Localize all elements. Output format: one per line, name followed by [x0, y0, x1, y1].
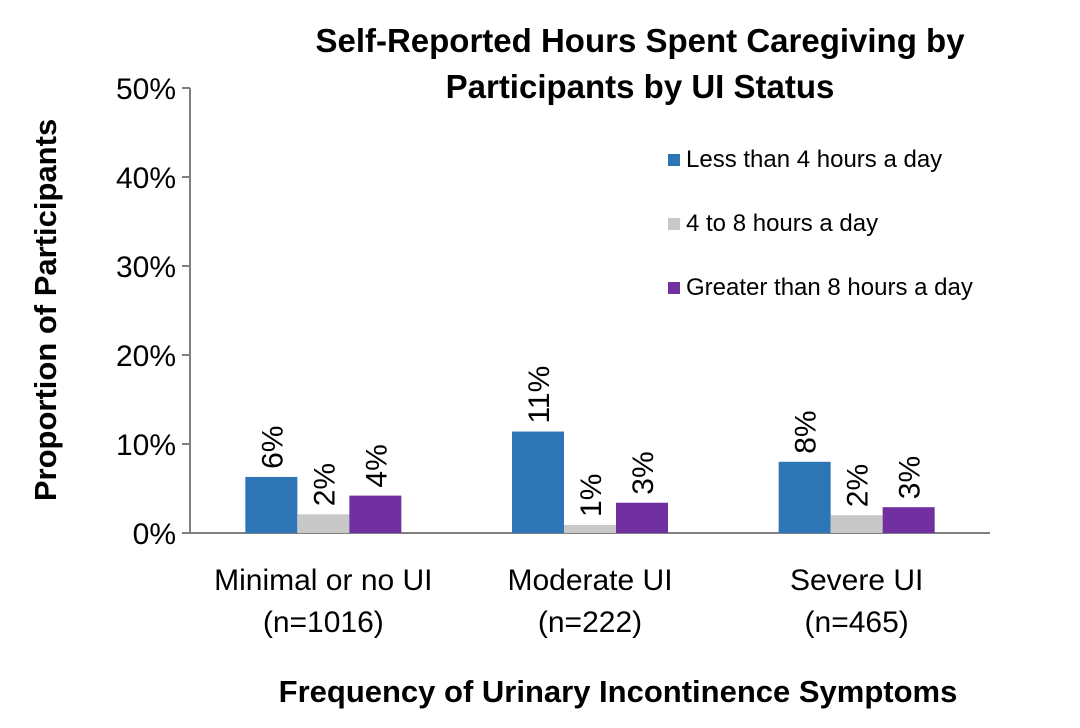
bars: [245, 431, 935, 533]
bar: [778, 461, 831, 533]
x-category-label: (n=465): [805, 606, 909, 639]
legend-label: 4 to 8 hours a day: [686, 210, 878, 237]
bar: [564, 524, 616, 533]
y-axis: 0% 10% 20% 30% 40% 50%: [116, 73, 191, 551]
bar: [297, 514, 350, 533]
data-label: 2%: [842, 464, 875, 507]
bar: [512, 431, 564, 533]
x-axis-title: Frequency of Urinary Incontinence Sympto…: [279, 674, 958, 709]
x-category-label: (n=222): [538, 606, 642, 639]
bar: [349, 495, 402, 533]
legend-swatch: [668, 282, 680, 294]
x-category-label: Severe UI: [790, 564, 923, 597]
y-tick-label: 40%: [116, 162, 176, 195]
legend-swatch: [668, 154, 680, 166]
legend-label: Greater than 8 hours a day: [686, 274, 973, 301]
data-label: 6%: [256, 426, 289, 469]
data-label: 3%: [627, 451, 660, 494]
legend-label: Less than 4 hours a day: [686, 146, 942, 173]
y-tick-label: 20%: [116, 340, 176, 373]
y-axis-title: Proportion of Participants: [28, 119, 63, 501]
y-tick-label: 50%: [116, 73, 176, 106]
bar: [882, 507, 935, 533]
bar: [616, 502, 668, 533]
bar: [245, 476, 298, 533]
data-label: 4%: [360, 444, 393, 487]
data-label: 11%: [523, 366, 556, 424]
y-tick-label: 10%: [116, 429, 176, 462]
legend: Less than 4 hours a day 4 to 8 hours a da…: [668, 146, 973, 301]
chart-title-line-1: Self-Reported Hours Spent Caregiving by: [315, 22, 965, 59]
data-labels: 6% 11% 8% 2% 1% 2% 4% 3% 3%: [256, 366, 926, 517]
y-tick-label: 0%: [133, 518, 176, 551]
x-category-label: (n=1016): [263, 606, 384, 639]
bar: [830, 515, 883, 533]
data-label: 2%: [308, 463, 341, 506]
data-label: 1%: [575, 474, 608, 517]
chart-title-line-2: Participants by UI Status: [446, 68, 835, 105]
x-category-label: Minimal or no UI: [214, 564, 432, 597]
data-label: 3%: [894, 456, 927, 499]
chart-title: Self-Reported Hours Spent Caregiving by …: [315, 22, 965, 105]
x-axis: Minimal or no UI (n=1016) Moderate UI (n=22…: [190, 532, 990, 639]
data-label: 8%: [790, 410, 823, 453]
y-tick-label: 30%: [116, 251, 176, 284]
x-category-label: Moderate UI: [507, 564, 672, 597]
legend-swatch: [668, 218, 680, 230]
